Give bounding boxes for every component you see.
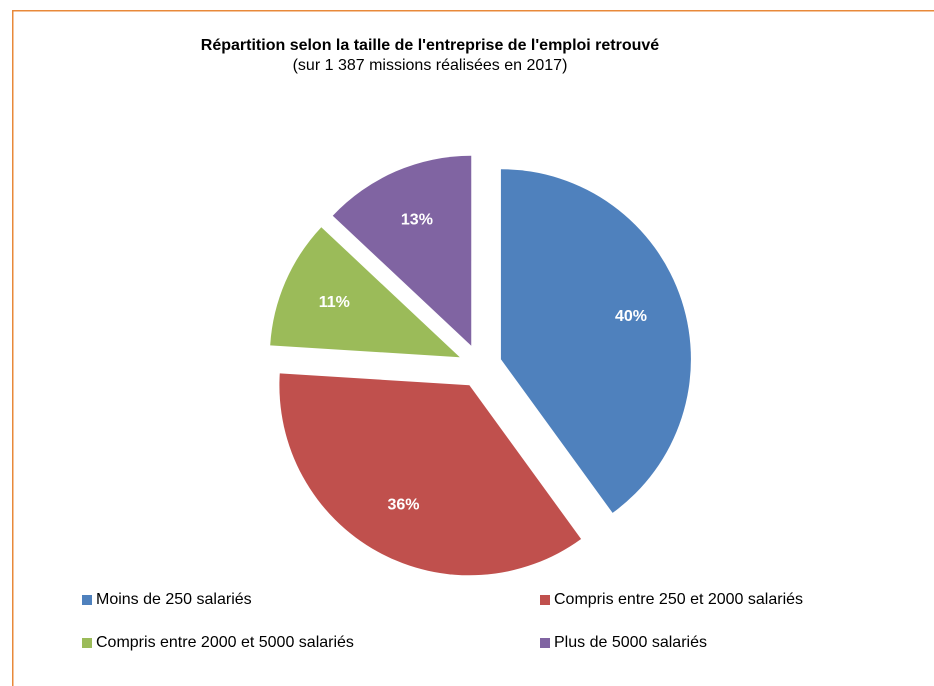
frame-top	[12, 10, 934, 12]
data-label: 11%	[319, 294, 350, 311]
legend-label: Compris entre 2000 et 5000 salariés	[96, 634, 354, 651]
pie-slice	[500, 169, 691, 513]
legend-label: Compris entre 250 et 2000 salariés	[554, 591, 803, 608]
pie-slice	[332, 155, 472, 346]
frame-left	[12, 10, 14, 686]
legend-swatch	[82, 595, 92, 605]
legend-label: Plus de 5000 salariés	[554, 634, 707, 651]
data-label: 40%	[615, 308, 647, 325]
pie-slice	[279, 373, 582, 576]
legend-swatch	[82, 638, 92, 648]
data-label: 13%	[401, 211, 433, 228]
pie-slice	[270, 227, 460, 358]
chart-subtitle: (sur 1 387 missions réalisées en 2017)	[293, 57, 568, 74]
legend-swatch	[540, 638, 550, 648]
chart-title: Répartition selon la taille de l'entrepr…	[201, 37, 660, 54]
legend-swatch	[540, 595, 550, 605]
data-label: 36%	[387, 496, 419, 513]
legend-label: Moins de 250 salariés	[96, 591, 252, 608]
